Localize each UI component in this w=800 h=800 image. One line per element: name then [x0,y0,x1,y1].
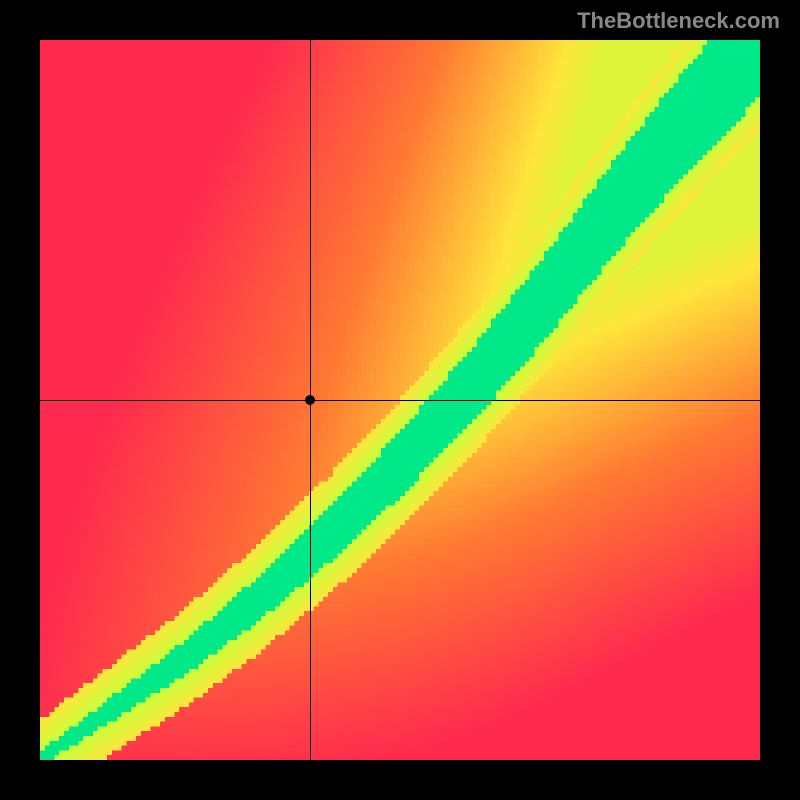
watermark-text: TheBottleneck.com [577,8,780,34]
heatmap-plot [40,40,760,760]
crosshair-horizontal [40,400,760,401]
crosshair-marker [305,395,315,405]
